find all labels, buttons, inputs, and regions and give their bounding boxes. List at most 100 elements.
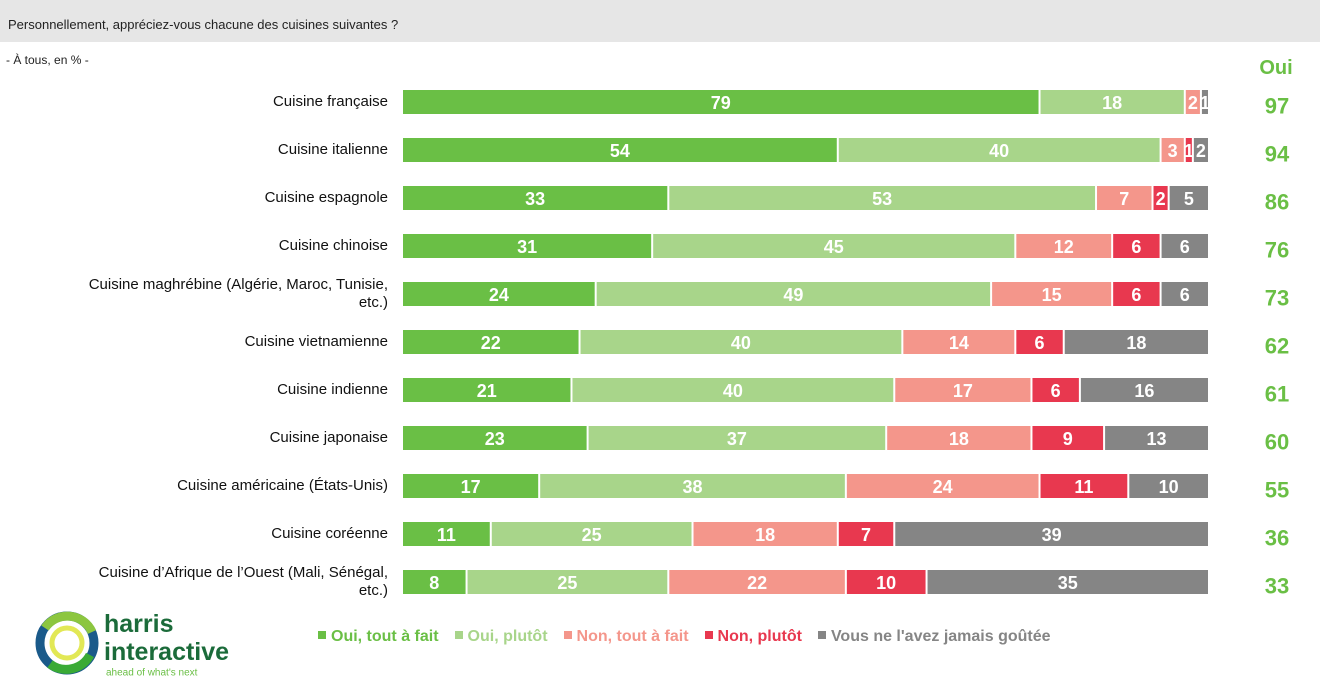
bar-segment [927, 570, 1208, 594]
category-label: Cuisine chinoise [278, 237, 388, 254]
category-label: Cuisine américaine (États-Unis) [177, 477, 388, 494]
bar-segment [1161, 282, 1208, 306]
total-label: 36 [1265, 526, 1289, 551]
logo-text: interactive [104, 638, 229, 666]
data-label: 17 [953, 381, 973, 401]
bar-segment [580, 330, 902, 354]
bar-segment [1161, 138, 1184, 162]
logo: harris interactive ahead of what's next [35, 610, 229, 679]
data-label: 12 [1054, 237, 1074, 257]
bar-segment [895, 522, 1208, 546]
data-label: 24 [933, 477, 953, 497]
data-label: 6 [1180, 285, 1190, 305]
legend-item: Vous ne l'avez jamais goûtée [817, 628, 1051, 646]
data-label: 21 [477, 381, 497, 401]
category-label: Cuisine d’Afrique de l’Ouest (Mali, Séné… [98, 564, 388, 599]
data-label: 37 [727, 429, 747, 449]
data-label: 7 [861, 525, 871, 545]
total-label: 33 [1265, 574, 1289, 599]
data-label: 25 [582, 525, 602, 545]
data-label: 7 [1119, 189, 1129, 209]
bar-segment [540, 474, 845, 498]
category-label: Cuisine indienne [277, 381, 388, 398]
legend-item: Oui, tout à fait [318, 628, 439, 646]
bar-segment [838, 138, 1160, 162]
data-label: 35 [1058, 573, 1078, 593]
logo-text: harris [104, 610, 173, 638]
category-label: Cuisine coréenne [271, 525, 388, 542]
logo-ring [49, 625, 85, 661]
legend-swatch [817, 631, 826, 639]
bar-segment [572, 378, 894, 402]
category-label: Cuisine japonaise [269, 429, 388, 446]
data-label: 22 [747, 573, 767, 593]
data-label: 40 [723, 381, 743, 401]
total-label: 94 [1265, 142, 1290, 167]
data-label: 31 [517, 237, 537, 257]
total-label: 61 [1265, 382, 1289, 407]
bar-segment [1185, 138, 1192, 162]
data-label: 8 [429, 573, 439, 593]
data-label: 79 [711, 93, 731, 113]
bar-segment [1169, 186, 1208, 210]
data-label: 11 [1074, 477, 1093, 497]
data-label: 38 [683, 477, 703, 497]
bar-segment [1032, 426, 1104, 450]
legend-swatch [318, 631, 326, 639]
data-label: 40 [989, 141, 1009, 161]
bar-segment [1097, 186, 1152, 210]
data-label: 11 [437, 525, 456, 545]
bar-segment [1064, 330, 1208, 354]
bar-segment [1016, 234, 1112, 258]
legend-swatch [454, 631, 463, 639]
legend-swatch [704, 631, 713, 639]
total-label: 97 [1265, 94, 1289, 119]
bar-segment [1161, 234, 1208, 258]
data-label: 5 [1184, 189, 1194, 209]
total-label: 55 [1265, 478, 1289, 503]
bar-segment [596, 282, 991, 306]
category-label: Cuisine vietnamienne [244, 333, 388, 350]
bar-segment [693, 522, 837, 546]
legend-swatch [563, 631, 572, 639]
logo-arc [41, 611, 97, 635]
bar-segment [403, 186, 668, 210]
data-label: 6 [1051, 381, 1061, 401]
data-label: 14 [949, 333, 969, 353]
bar-segment [588, 426, 886, 450]
data-label: 6 [1035, 333, 1045, 353]
data-label: 23 [485, 429, 505, 449]
bar-segment [903, 330, 1015, 354]
legend-text: Vous ne l'avez jamais goûtée [830, 628, 1051, 645]
category-label: Cuisine maghrébine (Algérie, Maroc, Tuni… [88, 276, 388, 311]
data-label: 39 [1042, 525, 1062, 545]
data-label: 40 [731, 333, 751, 353]
bar-segment [1105, 426, 1208, 450]
bar-segment [403, 378, 571, 402]
data-label: 18 [1126, 333, 1146, 353]
data-label: 22 [481, 333, 501, 353]
data-label: 24 [489, 285, 509, 305]
bar-segment [846, 474, 1039, 498]
data-label: 6 [1131, 237, 1141, 257]
data-label: 10 [1159, 477, 1179, 497]
bar-segment [992, 282, 1112, 306]
bar-segment [1113, 282, 1160, 306]
header-band [0, 0, 1320, 42]
data-label: 18 [949, 429, 969, 449]
data-label: 18 [1102, 93, 1122, 113]
bar-segment [403, 282, 595, 306]
bar-segment [1185, 90, 1200, 114]
bar-segment [1201, 90, 1208, 114]
data-label: 49 [783, 285, 803, 305]
bar-segment [403, 522, 490, 546]
data-label: 1 [1184, 141, 1194, 161]
legend-text: Non, plutôt [717, 628, 802, 645]
total-label: 86 [1265, 190, 1289, 215]
data-label: 9 [1063, 429, 1073, 449]
bar-segment [669, 186, 1096, 210]
category-label: Cuisine française [272, 93, 388, 110]
bar-segment [403, 90, 1039, 114]
data-label: 13 [1147, 429, 1167, 449]
bar-segment [887, 426, 1031, 450]
